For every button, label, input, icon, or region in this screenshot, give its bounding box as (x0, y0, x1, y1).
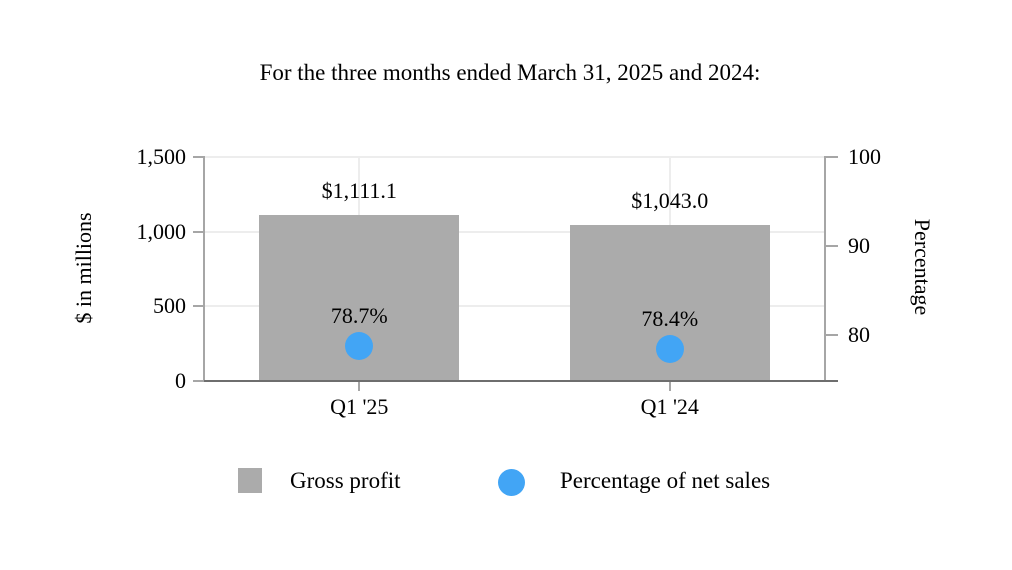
right-axis-tick (826, 244, 838, 247)
right-axis-tick-label: 80 (848, 321, 870, 347)
left-axis-tick (193, 156, 204, 158)
bottom-axis-line (193, 380, 838, 382)
right-axis-tick-label: 100 (848, 144, 881, 169)
left-axis-tick (193, 380, 204, 382)
category-tick (358, 382, 361, 391)
category-label: Q1 '25 (330, 394, 389, 419)
gridline-horizontal (205, 156, 824, 158)
left-axis-tick (193, 305, 204, 308)
left-axis-line (203, 156, 205, 382)
category-tick (668, 382, 671, 391)
percentage-dot (345, 332, 374, 361)
bar-value-label: $1,043.0 (631, 188, 709, 214)
legend-swatch-percentage (498, 469, 525, 496)
right-axis-tick (826, 333, 838, 336)
right-axis-tick-label: 90 (848, 232, 870, 258)
chart-title: For the three months ended March 31, 202… (259, 60, 761, 85)
legend-label-percentage: Percentage of net sales (560, 468, 771, 493)
left-axis-tick-label: 0 (175, 368, 186, 393)
left-axis-tick-label: 1,000 (136, 218, 187, 244)
legend-swatch-gross-profit (238, 468, 262, 493)
category-label: Q1 '24 (640, 394, 699, 419)
right-axis-line (824, 156, 826, 382)
percentage-value-label: 78.4% (641, 306, 699, 331)
left-axis-tick (193, 230, 204, 233)
legend-label-gross-profit: Gross profit (290, 468, 401, 493)
gridline-horizontal (205, 230, 824, 233)
bar-value-label: $1,111.1 (321, 178, 397, 204)
right-axis-tick (826, 156, 838, 158)
left-axis-tick-label: 1,500 (136, 144, 187, 169)
percentage-dot (655, 335, 684, 363)
percentage-value-label: 78.7% (330, 303, 388, 329)
left-axis-tick-label: 500 (153, 293, 186, 319)
gridline-horizontal (205, 305, 824, 308)
